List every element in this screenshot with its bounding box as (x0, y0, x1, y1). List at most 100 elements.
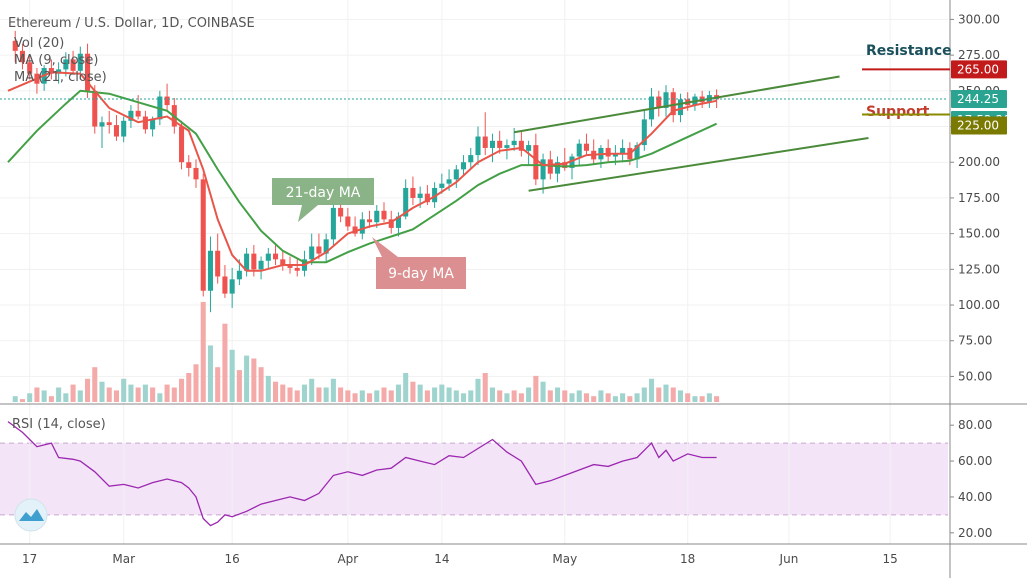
volume-bar (583, 393, 589, 402)
candle-body (569, 156, 575, 168)
volume-bar (301, 384, 307, 402)
candle-body (583, 143, 589, 151)
volume-bar (367, 393, 373, 402)
volume-bar (670, 387, 676, 402)
candle-body (142, 116, 148, 130)
volume-bar (562, 390, 568, 402)
time-tick-label: 14 (434, 552, 449, 566)
volume-bar (85, 378, 91, 402)
volume-bar (135, 387, 141, 402)
candle-body (345, 216, 351, 227)
volume-bar (576, 390, 582, 402)
volume-bar (193, 364, 199, 402)
candle-body (200, 179, 206, 291)
volume-bar (634, 393, 640, 402)
candle-body (511, 140, 517, 146)
time-tick-label: 16 (225, 552, 240, 566)
candle-body (555, 162, 561, 174)
time-tick-label: Jun (779, 552, 799, 566)
ma9-callout-label: 9-day MA (388, 266, 454, 282)
volume-bar (265, 375, 271, 402)
volume-bar (70, 384, 76, 402)
price-tick-label: 75.00 (958, 334, 992, 348)
volume-bar (410, 381, 416, 402)
volume-bar (706, 393, 712, 402)
rsi-layer (7, 421, 717, 527)
volume-bar (150, 387, 156, 402)
candle-body (562, 162, 568, 168)
volume-bar (692, 396, 698, 402)
volume-bar (468, 390, 474, 402)
candle-body (432, 187, 438, 203)
volume-bar (48, 396, 54, 402)
candle-body (576, 143, 582, 157)
legend-ma-short: MA (9, close) (14, 53, 98, 68)
resistance-label: Resistance (866, 43, 952, 59)
volume-bar (222, 323, 228, 402)
time-tick-label: 17 (22, 552, 37, 566)
candle-body (663, 92, 669, 108)
candle-body (518, 140, 524, 151)
volume-bar (605, 393, 611, 402)
support-tag-bg (951, 116, 1007, 135)
volume-bar (63, 393, 69, 402)
candle-body (294, 267, 300, 271)
candle-body (309, 246, 315, 260)
candle-body (424, 193, 430, 203)
candle-body (222, 276, 228, 294)
candle-body (244, 253, 250, 271)
candle-body (70, 59, 76, 71)
candle-body (634, 145, 640, 160)
price-tick-label: 275.00 (958, 48, 1000, 62)
candle-body (27, 62, 33, 74)
volume-bar (215, 367, 221, 402)
volume-bar (540, 381, 546, 402)
candle-body (215, 250, 221, 277)
resistance-tag-value: 265.00 (957, 62, 999, 76)
price-tick-label: 125.00 (958, 262, 1000, 276)
time-tick-label: 18 (680, 552, 695, 566)
candle-body (526, 145, 532, 151)
candle-body (677, 99, 683, 116)
candle-body (656, 96, 662, 108)
candle-body (265, 253, 271, 261)
candle-body (497, 140, 503, 148)
grid-layer (0, 0, 948, 544)
candle-body (410, 187, 416, 198)
rsi-line (7, 421, 717, 527)
candle-body (85, 53, 91, 91)
volume-bar (598, 390, 604, 402)
current-tag-bg (951, 90, 1007, 109)
candle-body (388, 219, 394, 228)
legend-ma-long: MA (21, close) (14, 70, 107, 85)
volume-bar (489, 387, 495, 402)
candle-body (395, 216, 401, 228)
price-tick-label: 200.00 (958, 155, 1000, 169)
candle-body (540, 159, 546, 180)
legend-volume: Vol (20) (14, 36, 64, 51)
time-tick-label: 15 (883, 552, 898, 566)
volume-bar (323, 387, 329, 402)
volume-bar (200, 301, 206, 402)
candle-body (280, 259, 286, 266)
ma9-callout-bubble (372, 237, 466, 289)
rsi-band (0, 443, 948, 515)
candle-body (533, 145, 539, 180)
candle-body (99, 122, 105, 127)
candle-body (186, 162, 192, 168)
rsi-axis-ticks: 80.00 60.00 40.00 20.00 (950, 418, 992, 540)
volume-bar (142, 384, 148, 402)
candle-body (352, 226, 358, 234)
ma9-callout: 9-day MA (372, 237, 466, 289)
volume-bar (381, 387, 387, 402)
candle-body (475, 136, 481, 156)
price-tick-label: 100.00 (958, 298, 1000, 312)
ma21-callout-label: 21-day MA (286, 185, 361, 201)
candle-body (229, 279, 235, 294)
candle-body (482, 136, 488, 148)
rsi-tick-label: 60.00 (958, 454, 992, 468)
volume-bar (395, 384, 401, 402)
volume-bar (27, 393, 33, 402)
tradingview-logo-icon[interactable] (14, 498, 48, 532)
